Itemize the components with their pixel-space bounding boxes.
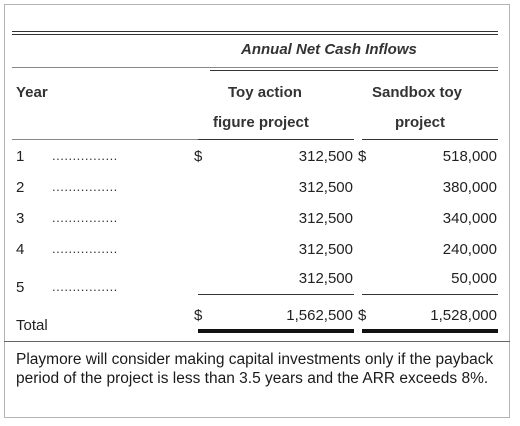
header-rule-toy [198,139,354,140]
row-1-dollar-sandbox: $ [358,148,367,165]
top-rule-2 [12,34,498,35]
row-1-toy: 312,500 [298,148,353,165]
col-header-sandbox-line2: project [395,114,446,131]
row-2-year: 2 [16,179,25,196]
row-1-dollar-toy: $ [194,148,203,165]
total-dollar-toy: $ [194,307,203,324]
note-separator [4,341,510,342]
header-rule-sandbox [362,139,498,140]
row-1-sandbox: 518,000 [442,148,497,165]
top-rule-1 [12,31,498,32]
table-frame [4,4,510,418]
subtotal-rule-toy [198,294,354,295]
total-toy: 1,562,500 [286,307,353,324]
total-dollar-sandbox: $ [358,307,367,324]
row-3-dots: ................ [52,210,118,225]
row-5-sandbox: 50,000 [451,270,497,287]
total-rule-toy [198,329,354,333]
group-rule-1 [12,67,498,68]
row-5-toy: 312,500 [298,270,353,287]
row-2-sandbox: 380,000 [442,179,497,196]
row-4-toy: 312,500 [298,241,353,258]
row-1-dots: ................ [52,148,118,163]
row-3-year: 3 [16,210,25,227]
total-sandbox: 1,528,000 [430,307,497,324]
row-5-dots: ................ [52,279,118,294]
row-2-toy: 312,500 [298,179,353,196]
row-4-dots: ................ [52,241,118,256]
col-header-toy-line2: figure project [213,114,309,131]
note-text: Playmore will consider making capital in… [16,351,494,387]
row-5-year: 5 [16,279,25,296]
row-1-year: 1 [16,148,25,165]
row-4-sandbox: 240,000 [442,241,497,258]
row-3-toy: 312,500 [298,210,353,227]
row-2-dots: ................ [52,179,118,194]
col-header-sandbox-line1: Sandbox toy [372,84,463,101]
header-rule-left [12,139,198,140]
total-label: Total [16,317,48,334]
subtotal-rule-sandbox [362,294,498,295]
col-header-year: Year [16,84,48,101]
row-3-sandbox: 340,000 [442,210,497,227]
row-4-year: 4 [16,241,25,258]
col-header-toy-line1: Toy action [228,84,302,101]
total-rule-sandbox [362,329,498,333]
group-header: Annual Net Cash Inflows [241,41,417,58]
group-rule-2 [210,70,498,71]
